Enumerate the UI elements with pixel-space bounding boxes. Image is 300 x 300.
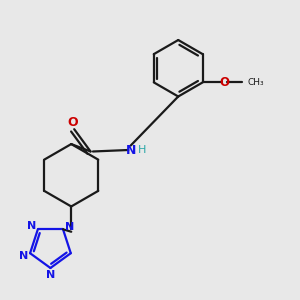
Text: N: N (125, 143, 136, 157)
Text: O: O (68, 116, 78, 129)
Text: N: N (27, 221, 36, 231)
Text: CH₃: CH₃ (248, 78, 265, 87)
Text: N: N (46, 269, 55, 280)
Text: N: N (19, 251, 28, 261)
Text: N: N (65, 222, 74, 232)
Text: H: H (138, 145, 146, 155)
Text: O: O (219, 76, 229, 89)
